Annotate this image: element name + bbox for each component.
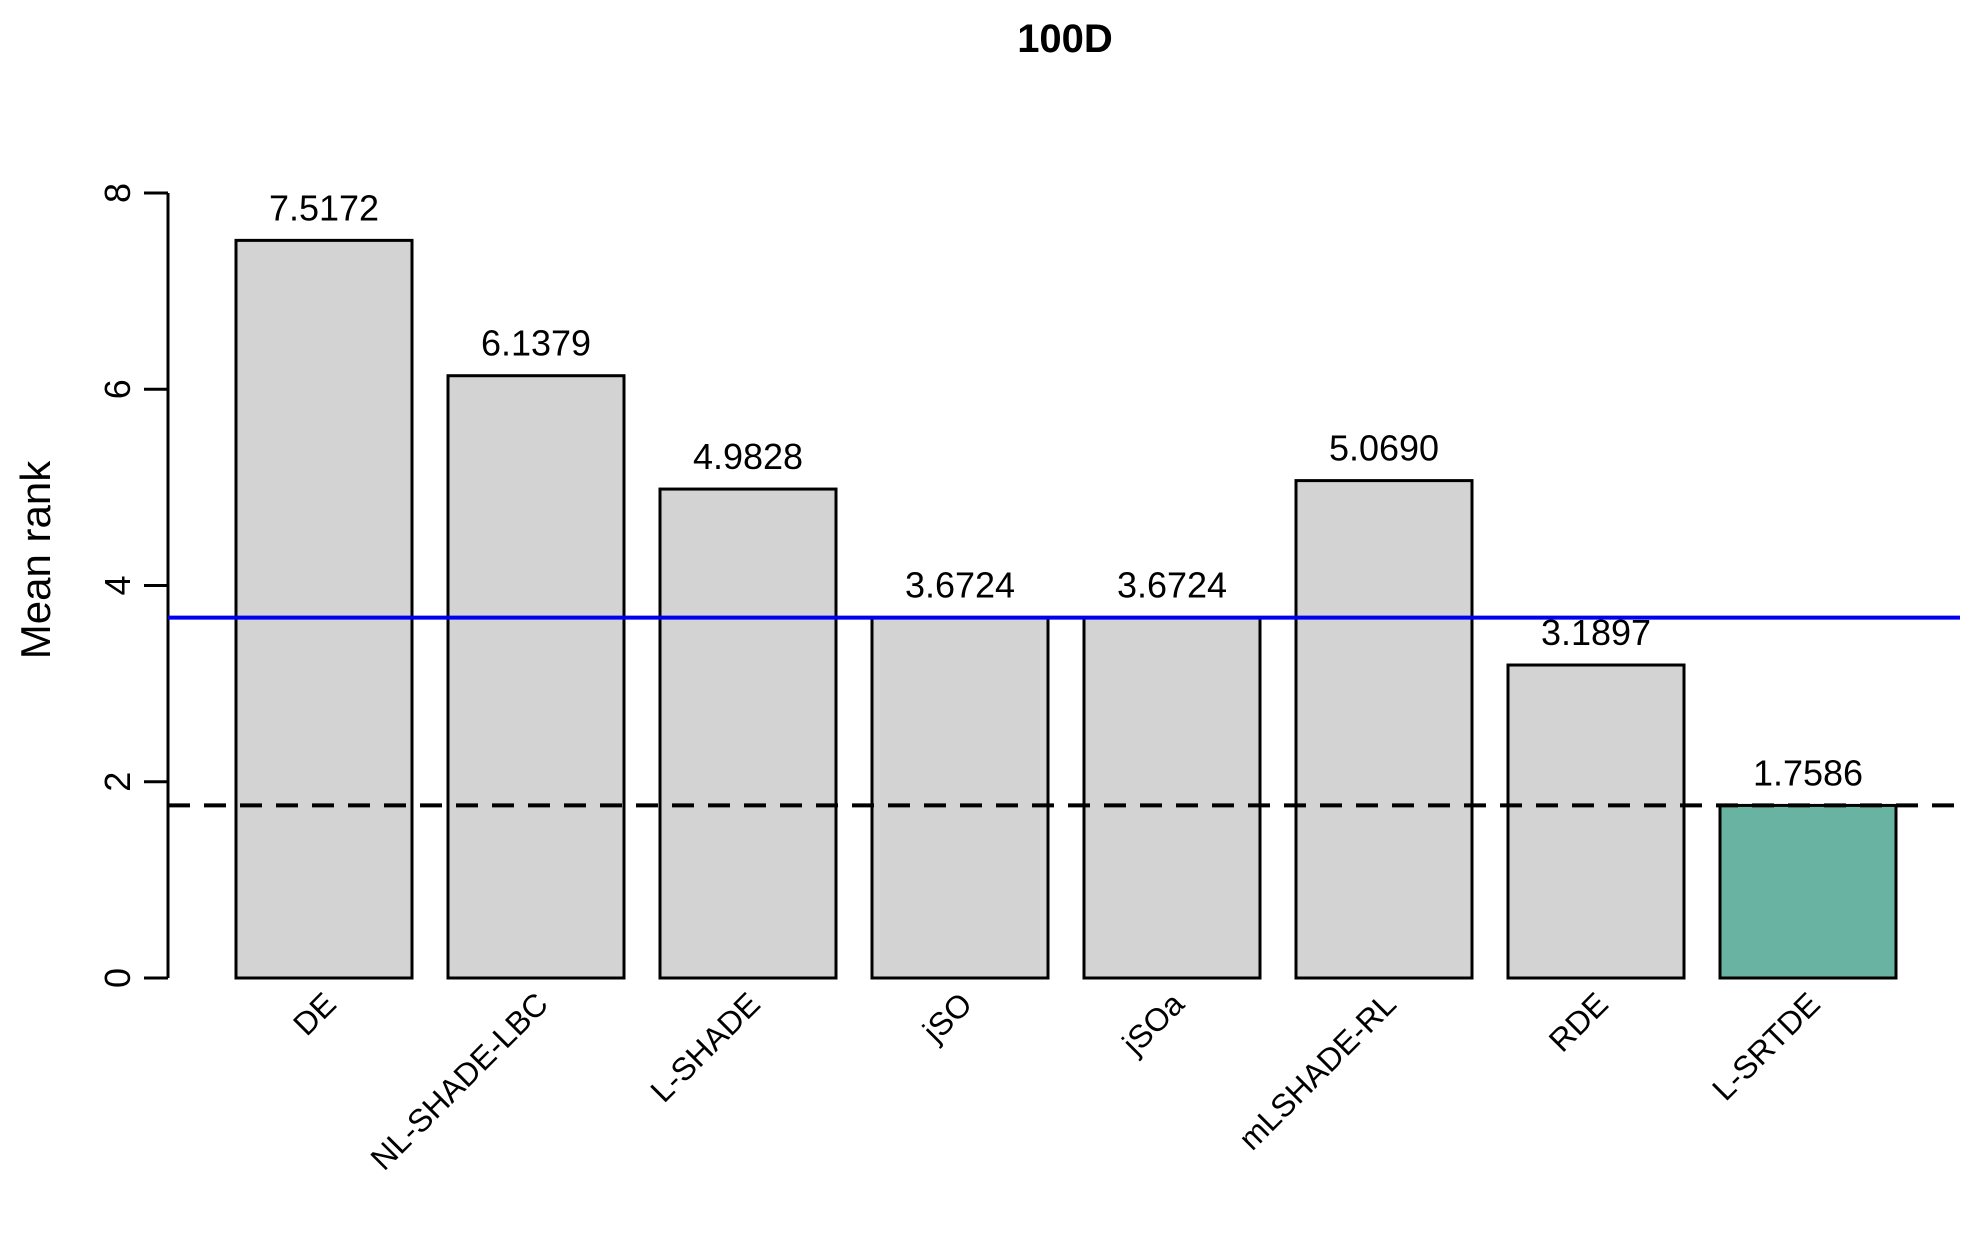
category-label: mLSHADE-RL [1232, 985, 1403, 1156]
bar-l-shade [658, 487, 838, 980]
bar-rde [1506, 663, 1686, 980]
bar-nl-shade-lbc [446, 374, 626, 980]
plot-area: 0 2 4 6 8 7.5172 6.1379 4.9828 3.6724 3.6724 5.069… [97, 183, 1960, 1177]
y-axis-label: Mean rank [12, 460, 59, 659]
value-label: 1.7586 [1753, 752, 1863, 793]
category-label: jSOa [1114, 985, 1191, 1062]
category-label: L-SRTDE [1705, 985, 1827, 1107]
value-label: 4.9828 [693, 436, 803, 477]
category-label: L-SHADE [643, 985, 767, 1109]
bar-mlshade-rl [1294, 479, 1474, 980]
y-tick-label: 4 [97, 575, 138, 595]
value-label: 3.1897 [1541, 612, 1651, 653]
chart-title: 100D [1017, 17, 1113, 61]
y-tick-label: 2 [97, 772, 138, 792]
value-label: 5.0690 [1329, 428, 1439, 469]
category-label: DE [286, 985, 343, 1042]
bar-jso [870, 616, 1050, 980]
y-tick-label: 6 [97, 379, 138, 399]
value-label: 3.6724 [1117, 565, 1227, 606]
category-label: RDE [1542, 985, 1615, 1058]
y-tick-label: 8 [97, 183, 138, 203]
y-tick-label: 0 [97, 968, 138, 988]
category-label: NL-SHADE-LBC [364, 985, 555, 1176]
category-label: jSO [915, 985, 979, 1049]
value-label: 6.1379 [481, 323, 591, 364]
value-label: 3.6724 [905, 565, 1015, 606]
bar-jsoa [1082, 616, 1262, 980]
bar-de [234, 238, 414, 980]
bar-l-srtde [1718, 803, 1898, 980]
value-label: 7.5172 [269, 187, 379, 228]
